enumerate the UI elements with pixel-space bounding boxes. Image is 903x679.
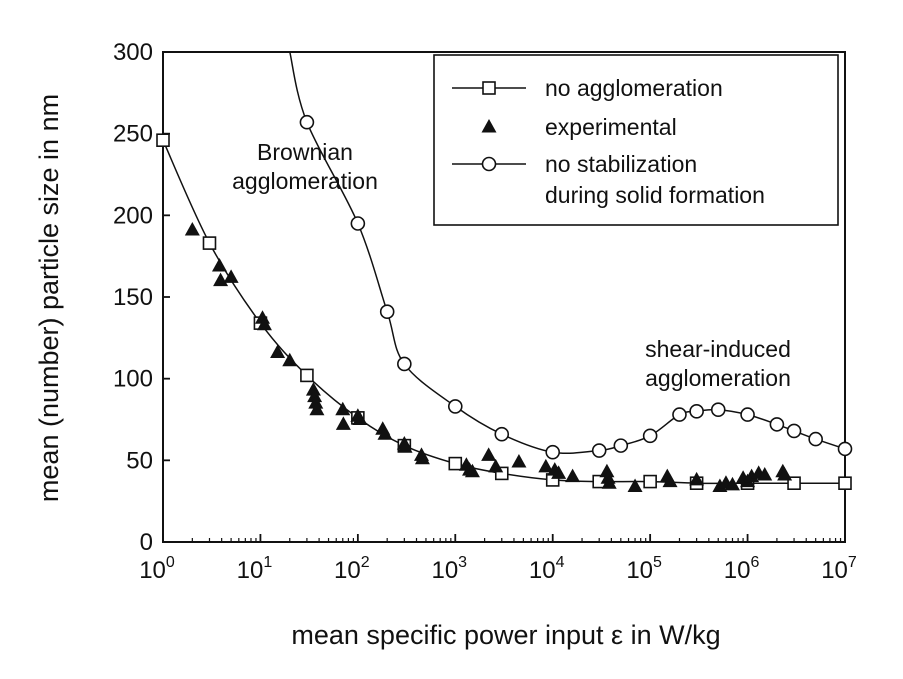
y-tick-label: 100 (113, 366, 153, 393)
no-agglomeration-point (156, 133, 170, 147)
x-tick-label: 103 (431, 554, 467, 584)
experimental-point (601, 475, 617, 489)
experimental-point (538, 458, 554, 473)
legend-label-experimental: experimental (545, 114, 677, 140)
annotation-text: shear-induced agglomeration (645, 336, 791, 391)
experimental-point (599, 463, 615, 478)
x-tick-label: 105 (626, 554, 662, 584)
y-tick-label: 150 (113, 284, 153, 311)
experimental-point (565, 468, 581, 483)
experimental-point (377, 426, 393, 440)
experimental-point (511, 453, 527, 468)
no-stabilization-point (689, 404, 704, 419)
legend-marker-no-stabilization (481, 156, 497, 172)
x-axis: 100 101 102 103 104 105 106 107 (139, 534, 857, 584)
no-stabilization-point (786, 423, 802, 439)
experimental-point (335, 416, 351, 430)
legend: no agglomeration experimental no stabiliza… (433, 54, 839, 226)
y-tick-label: 200 (113, 202, 153, 229)
x-tick-label: 104 (529, 554, 565, 584)
legend-box (433, 54, 839, 226)
no-stabilization-point (672, 407, 687, 422)
experimental-point (256, 316, 272, 331)
experimental-point (689, 471, 705, 486)
y-tick-label: 0 (140, 529, 153, 556)
experimental-point (309, 401, 325, 416)
no-stabilization-point (379, 304, 395, 320)
no-agglomeration-point (300, 368, 314, 383)
x-axis-label: mean specific power input ε in W/kg (291, 620, 720, 650)
no-agglomeration-point (838, 476, 852, 491)
experimental-point (662, 473, 678, 488)
experimental-point (270, 344, 286, 359)
no-stabilization-point (769, 417, 785, 432)
experimental-point (414, 450, 430, 465)
experimental-point (757, 467, 773, 481)
experimental-point (223, 269, 239, 283)
experimental-point (308, 395, 324, 409)
annotations: Brownian agglomeration shear-induced agglom… (232, 139, 791, 391)
y-axis: 0 50 100 150 200 250 300 (113, 39, 170, 556)
x-tick-label: 100 (139, 554, 175, 584)
experimental-point (352, 411, 368, 425)
no-stabilization-point (494, 426, 510, 442)
x-tick-label: 106 (724, 554, 760, 584)
legend-label-no-stabilization: no stabilization during solid formation (545, 151, 765, 208)
experimental-point (211, 257, 227, 272)
no-stabilization-point (613, 438, 629, 453)
no-stabilization-point (591, 443, 607, 458)
experimental-point (724, 476, 740, 491)
experimental-point (551, 465, 567, 479)
no-stabilization-point (397, 356, 412, 372)
no-stabilization-point (299, 114, 315, 130)
x-tick-label: 101 (237, 554, 273, 584)
legend-marker-no-agglomeration (482, 81, 496, 95)
experimental-point (305, 382, 321, 396)
experimental-point (481, 447, 497, 461)
legend-label-no-agglomeration: no agglomeration (545, 75, 723, 101)
no-stabilization-point (350, 216, 366, 231)
y-axis-label: mean (number) particle size in nm (34, 94, 64, 502)
experimental-point (397, 439, 413, 453)
legend-marker-experimental (481, 119, 497, 133)
experimental-point (184, 222, 200, 236)
no-agglomeration-point (643, 474, 657, 489)
no-stabilization-point (740, 407, 755, 422)
experimental-point (777, 467, 793, 481)
y-tick-label: 300 (113, 39, 153, 66)
no-agglomeration-point (202, 236, 217, 250)
x-tick-label: 107 (821, 554, 857, 584)
no-stabilization-point (642, 428, 658, 444)
annotation-text: Brownian agglomeration (232, 139, 378, 194)
series-markers (156, 114, 853, 492)
experimental-point (335, 401, 351, 416)
experimental-point (488, 458, 504, 473)
no-agglomeration-point (448, 456, 463, 471)
no-stabilization-point (545, 444, 561, 460)
no-stabilization-point (447, 399, 463, 414)
experimental-point (282, 352, 298, 367)
y-tick-label: 250 (113, 121, 153, 148)
y-tick-label: 50 (126, 447, 153, 474)
experimental-point (627, 478, 643, 492)
experimental-point (307, 388, 323, 403)
experimental-point (464, 463, 480, 478)
no-stabilization-point (710, 402, 726, 418)
x-tick-label: 102 (334, 554, 370, 584)
no-stabilization-point (808, 431, 823, 447)
no-stabilization-point (837, 441, 853, 457)
